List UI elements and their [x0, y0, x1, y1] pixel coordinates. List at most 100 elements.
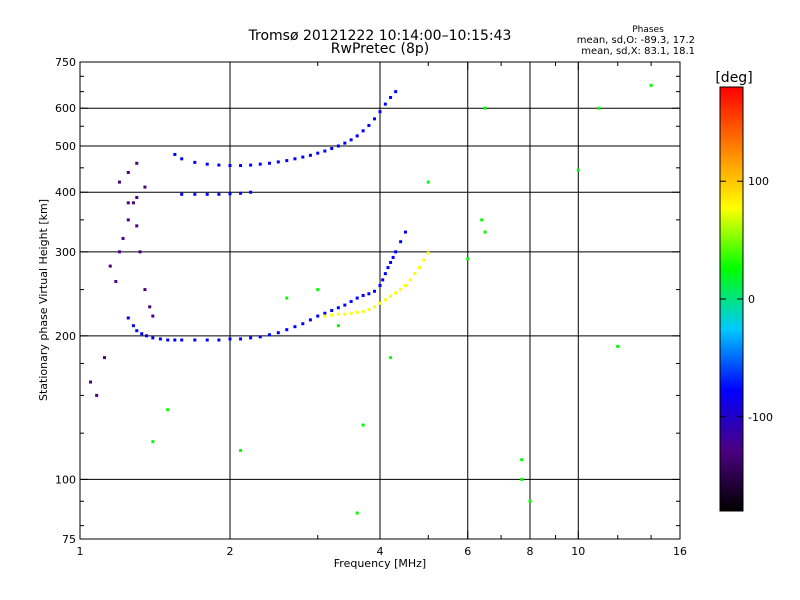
points-layer — [89, 83, 653, 515]
data-point — [126, 201, 130, 205]
data-point — [228, 164, 232, 168]
data-point — [520, 458, 524, 462]
data-point — [285, 159, 289, 163]
stats-line-x: mean, sd,X: 83.1, 18.1 — [581, 46, 695, 57]
data-point — [373, 289, 377, 293]
data-point — [389, 294, 393, 298]
data-point — [391, 255, 395, 259]
colorbar-tick-label: 100 — [748, 175, 769, 188]
grid-layer — [80, 62, 680, 539]
data-point — [381, 278, 385, 282]
data-point — [316, 288, 320, 292]
data-point — [258, 335, 262, 339]
data-point — [285, 328, 289, 332]
data-point — [173, 338, 177, 342]
data-point — [193, 192, 197, 196]
x-tick-label: 4 — [377, 545, 384, 558]
data-point — [267, 333, 271, 337]
y-axis: 75 100 200 300 400 500 600 750 — [55, 56, 680, 546]
data-point — [135, 195, 139, 199]
data-point — [394, 291, 398, 295]
data-point — [217, 192, 221, 196]
colorbar-label: [deg] — [715, 70, 752, 86]
data-point — [378, 301, 382, 305]
data-point — [117, 180, 121, 184]
data-point — [426, 180, 430, 184]
x-axis: 1 2 4 6 8 10 16 — [77, 62, 687, 558]
data-point — [249, 163, 253, 167]
data-point — [483, 106, 487, 110]
data-point — [466, 257, 470, 261]
data-point — [413, 272, 417, 276]
x-tick-label: 1 — [77, 545, 84, 558]
data-point — [528, 499, 532, 503]
series-5 — [151, 83, 653, 515]
y-axis-label: Stationary phase Virtual Height [km] — [37, 199, 50, 401]
data-point — [480, 218, 484, 222]
x-axis-label: Frequency [MHz] — [334, 557, 426, 570]
data-point — [249, 336, 253, 340]
data-point — [361, 293, 365, 297]
data-point — [205, 192, 209, 196]
data-point — [403, 283, 407, 287]
data-point — [383, 298, 387, 302]
data-point — [336, 306, 340, 310]
data-point — [239, 448, 243, 452]
data-point — [308, 153, 312, 157]
data-point — [378, 110, 382, 114]
data-point — [173, 152, 177, 156]
data-point — [293, 325, 297, 329]
data-point — [576, 168, 580, 172]
data-point — [323, 314, 327, 318]
data-point — [166, 338, 170, 342]
data-point — [308, 318, 312, 322]
data-point — [355, 134, 359, 138]
data-point — [140, 332, 144, 336]
y-tick-label: 600 — [55, 102, 76, 115]
data-point — [389, 95, 393, 99]
y-tick-label: 750 — [55, 56, 76, 69]
data-point — [323, 149, 327, 153]
data-point — [316, 151, 320, 155]
data-point — [301, 322, 305, 326]
data-point — [103, 356, 107, 360]
series-4 — [89, 161, 155, 397]
data-point — [158, 337, 162, 341]
y-tick-label: 75 — [62, 533, 76, 546]
data-point — [293, 157, 297, 161]
colorbar: [deg] 100 0 -100 — [715, 70, 773, 512]
data-point — [422, 258, 426, 262]
x-tick-label: 6 — [464, 545, 471, 558]
data-point — [367, 292, 371, 296]
chart-subtitle: RwPretec (8p) — [331, 41, 429, 57]
data-point — [126, 218, 130, 222]
data-point — [343, 303, 347, 307]
data-point — [394, 90, 398, 94]
data-point — [143, 185, 147, 189]
stats-line-o: mean, sd,O: -89.3, 17.2 — [577, 35, 695, 46]
data-point — [408, 278, 412, 282]
data-point — [249, 190, 253, 194]
data-point — [378, 283, 382, 287]
data-point — [228, 337, 232, 341]
data-point — [143, 288, 147, 292]
data-point — [330, 146, 334, 150]
data-point — [205, 338, 209, 342]
data-point — [135, 224, 139, 228]
data-point — [417, 266, 421, 270]
colorbar-tick-label: -100 — [748, 411, 773, 424]
data-point — [228, 192, 232, 196]
data-point — [383, 102, 387, 106]
data-point — [373, 305, 377, 309]
data-point — [389, 356, 393, 360]
y-tick-label: 300 — [55, 246, 76, 259]
data-point — [151, 440, 155, 444]
data-point — [148, 305, 152, 309]
data-point — [336, 324, 340, 328]
data-point — [258, 162, 262, 166]
data-point — [180, 338, 184, 342]
data-point — [117, 250, 121, 254]
y-tick-label: 500 — [55, 140, 76, 153]
data-point — [323, 311, 327, 315]
